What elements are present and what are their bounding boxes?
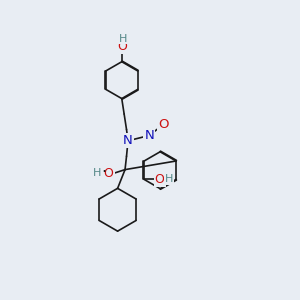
Text: O: O	[104, 167, 114, 180]
Text: O: O	[155, 173, 164, 186]
Text: H: H	[93, 168, 102, 178]
Text: H: H	[118, 34, 127, 44]
Text: H: H	[165, 174, 173, 184]
Text: ·: ·	[101, 165, 106, 180]
Text: O: O	[158, 118, 169, 130]
Text: N: N	[145, 129, 154, 142]
Text: N: N	[123, 134, 133, 147]
Text: O: O	[118, 40, 128, 53]
